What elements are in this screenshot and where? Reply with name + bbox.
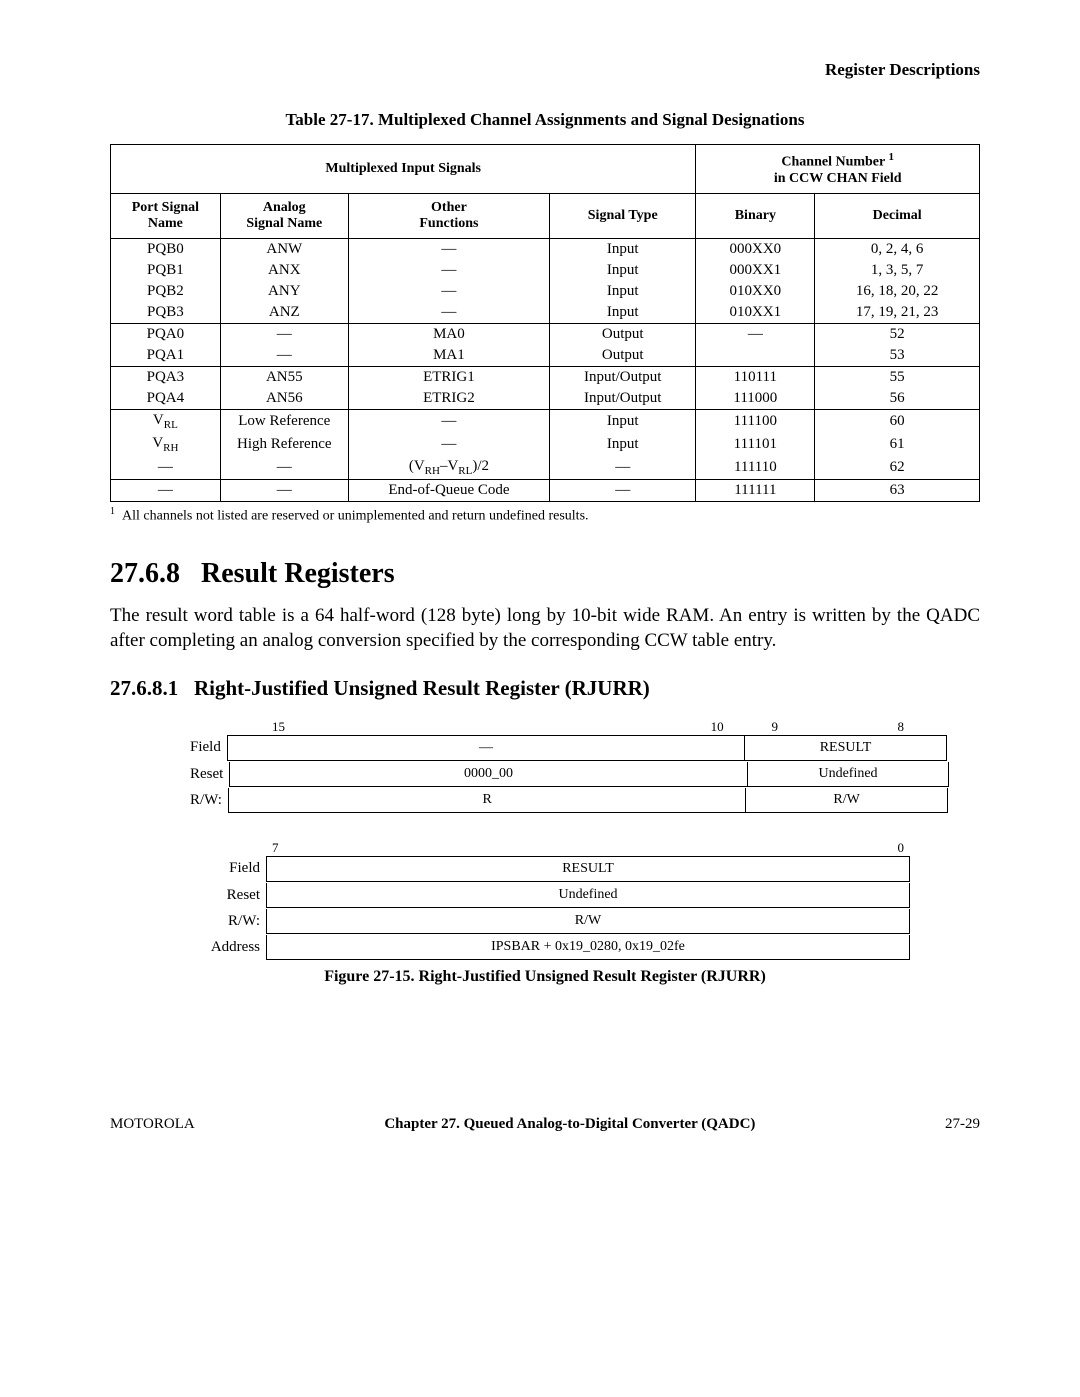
table-cell: VRH — [111, 433, 221, 456]
table-cell: 111111 — [696, 479, 815, 501]
register-diagram-upper: 15 10 9 8 Field — RESULT Reset 0000_00 U… — [190, 719, 910, 813]
table-cell: — — [348, 260, 549, 281]
table-cell: Output — [550, 345, 696, 367]
table-cell: — — [696, 323, 815, 345]
mux-table: Multiplexed Input Signals Channel Number… — [110, 144, 980, 502]
table-cell: 010XX0 — [696, 281, 815, 302]
table-cell: 010XX1 — [696, 302, 815, 324]
col-decimal: Decimal — [815, 193, 980, 238]
table-cell: — — [550, 479, 696, 501]
col-sigtype: Signal Type — [550, 193, 696, 238]
table-cell: 1, 3, 5, 7 — [815, 260, 980, 281]
table-cell: — — [348, 281, 549, 302]
table-cell: 000XX0 — [696, 238, 815, 260]
table-cell: — — [220, 323, 348, 345]
table-cell: High Reference — [220, 433, 348, 456]
table-cell: VRL — [111, 409, 221, 433]
mux-header: Multiplexed Input Signals — [111, 145, 696, 194]
table-cell: 61 — [815, 433, 980, 456]
col-analog: AnalogSignal Name — [220, 193, 348, 238]
table-cell: End-of-Queue Code — [348, 479, 549, 501]
table-cell: Input — [550, 238, 696, 260]
table-cell: ANY — [220, 281, 348, 302]
table-cell: AN55 — [220, 366, 348, 388]
table-cell: 110111 — [696, 366, 815, 388]
table-cell: 62 — [815, 456, 980, 480]
table-cell: — — [550, 456, 696, 480]
footer-left: MOTOROLA — [110, 1116, 195, 1133]
table-cell: PQA0 — [111, 323, 221, 345]
table-cell: ETRIG1 — [348, 366, 549, 388]
table-cell: 0, 2, 4, 6 — [815, 238, 980, 260]
table-cell: MA1 — [348, 345, 549, 367]
table-cell: AN56 — [220, 388, 348, 410]
table-cell: PQA1 — [111, 345, 221, 367]
table-cell: Input/Output — [550, 366, 696, 388]
page-footer: MOTOROLA Chapter 27. Queued Analog-to-Di… — [110, 1116, 980, 1133]
table-cell: — — [111, 456, 221, 480]
table-cell: — — [220, 479, 348, 501]
table-cell: ANZ — [220, 302, 348, 324]
table-cell: (VRH–VRL)/2 — [348, 456, 549, 480]
col-port: Port SignalName — [111, 193, 221, 238]
table-cell: PQB1 — [111, 260, 221, 281]
table-cell: ANW — [220, 238, 348, 260]
table-cell: PQA3 — [111, 366, 221, 388]
table-cell — [696, 345, 815, 367]
table-cell: PQA4 — [111, 388, 221, 410]
table-cell: Input — [550, 281, 696, 302]
table-cell: 56 — [815, 388, 980, 410]
table-footnote: 1 All channels not listed are reserved o… — [110, 506, 980, 525]
table-cell: Input/Output — [550, 388, 696, 410]
footer-right: 27-29 — [945, 1116, 980, 1133]
table-cell: MA0 — [348, 323, 549, 345]
register-diagram-lower: 7 0 Field RESULT Reset Undefined R/W: R/… — [190, 840, 910, 960]
table-cell: 111101 — [696, 433, 815, 456]
col-binary: Binary — [696, 193, 815, 238]
table-cell: Low Reference — [220, 409, 348, 433]
page-header: Register Descriptions — [110, 60, 980, 80]
table-cell: Input — [550, 409, 696, 433]
table-cell: 53 — [815, 345, 980, 367]
col-other: OtherFunctions — [348, 193, 549, 238]
table-cell: PQB0 — [111, 238, 221, 260]
table-cell: PQB3 — [111, 302, 221, 324]
table-cell: Input — [550, 260, 696, 281]
table-cell: ANX — [220, 260, 348, 281]
table-cell: — — [220, 345, 348, 367]
footer-mid: Chapter 27. Queued Analog-to-Digital Con… — [384, 1116, 755, 1133]
table-cell: PQB2 — [111, 281, 221, 302]
subsection-heading: 27.6.8.1 Right-Justified Unsigned Result… — [110, 676, 980, 701]
table-cell: — — [220, 456, 348, 480]
table-cell: Input — [550, 433, 696, 456]
table-cell: 60 — [815, 409, 980, 433]
table-cell: 16, 18, 20, 22 — [815, 281, 980, 302]
table-cell: — — [348, 302, 549, 324]
table-cell: 111100 — [696, 409, 815, 433]
figure-caption: Figure 27-15. Right-Justified Unsigned R… — [110, 968, 980, 986]
table-cell: 63 — [815, 479, 980, 501]
table-cell: 111110 — [696, 456, 815, 480]
table-cell: — — [348, 238, 549, 260]
chan-header: Channel Number 1 in CCW CHAN Field — [696, 145, 980, 194]
table-cell: — — [111, 479, 221, 501]
table-cell: Input — [550, 302, 696, 324]
table-caption: Table 27-17. Multiplexed Channel Assignm… — [110, 110, 980, 130]
table-cell: 111000 — [696, 388, 815, 410]
table-cell: 52 — [815, 323, 980, 345]
table-cell: — — [348, 433, 549, 456]
table-cell: — — [348, 409, 549, 433]
section-heading: 27.6.8 Result Registers — [110, 558, 980, 590]
table-cell: 55 — [815, 366, 980, 388]
table-cell: 000XX1 — [696, 260, 815, 281]
table-cell: Output — [550, 323, 696, 345]
table-cell: ETRIG2 — [348, 388, 549, 410]
section-body: The result word table is a 64 half-word … — [110, 604, 980, 653]
table-cell: 17, 19, 21, 23 — [815, 302, 980, 324]
